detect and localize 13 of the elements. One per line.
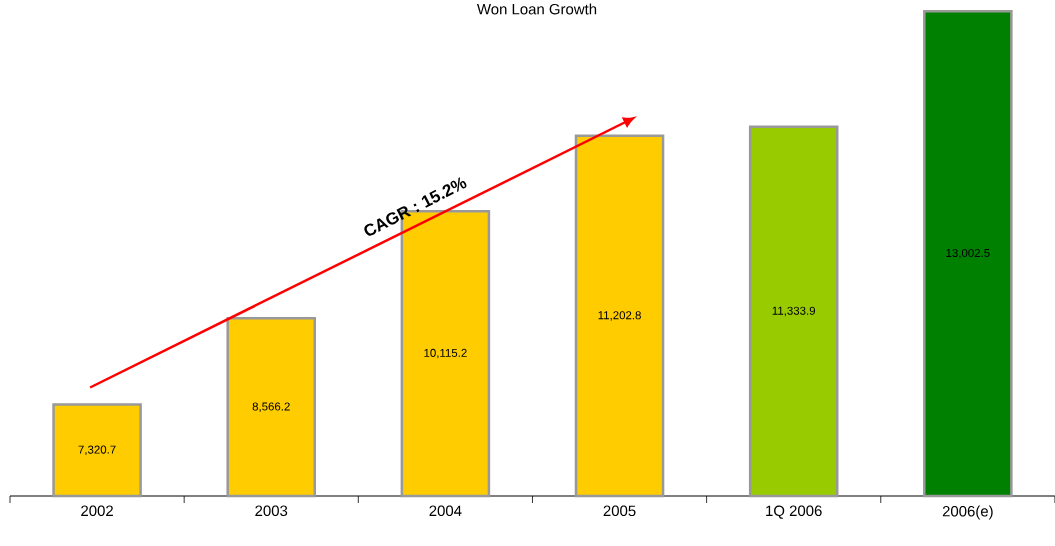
data-label: 10,115.2 — [424, 348, 467, 359]
data-label: 11,333.9 — [772, 306, 816, 317]
data-label: 8,566.2 — [252, 402, 290, 412]
data-label: 7,320.7 — [78, 445, 116, 456]
x-tick-label: 2003 — [255, 505, 288, 517]
chart-title: Won Loan Growth — [476, 3, 597, 15]
x-tick-label: 2004 — [429, 505, 462, 517]
data-label: 13,002.5 — [946, 248, 990, 259]
x-tick-label: 2002 — [81, 505, 113, 517]
x-tick-label: 2006(e) — [942, 505, 993, 520]
x-tick-label: 1Q 2006 — [766, 505, 822, 519]
x-tick-label: 2005 — [603, 505, 636, 517]
data-label: 11,202.8 — [598, 311, 641, 321]
